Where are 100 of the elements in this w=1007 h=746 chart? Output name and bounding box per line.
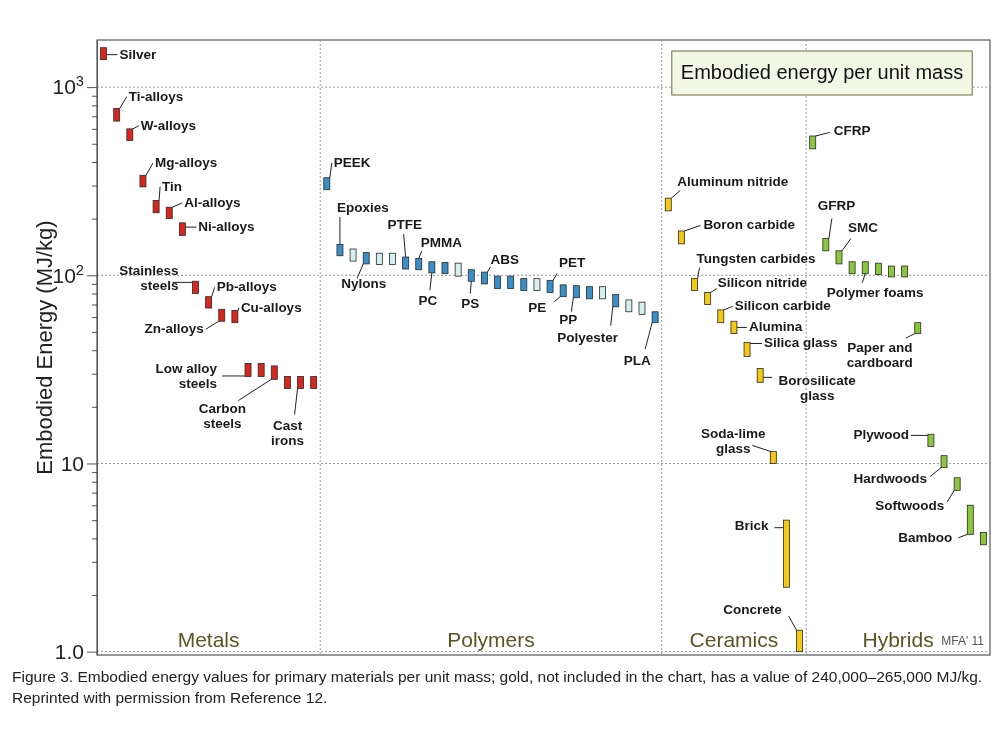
bar — [638, 301, 646, 315]
bar — [835, 250, 843, 265]
bar — [599, 286, 606, 300]
bar — [270, 365, 278, 380]
annotation: Boron carbide — [703, 217, 796, 233]
bar — [848, 261, 856, 275]
bar — [572, 285, 580, 299]
annotation: Metals — [177, 628, 240, 651]
bar — [507, 275, 515, 289]
annotation: Tin — [162, 178, 183, 194]
text: Embodied energy per unit mass — [680, 61, 964, 83]
bar — [796, 629, 803, 653]
annotation: MFA' 11 — [941, 634, 985, 648]
bar — [323, 177, 331, 191]
bar — [888, 265, 895, 278]
bar — [428, 261, 436, 274]
annotation: Soda-lime glass — [701, 426, 767, 457]
bar — [691, 278, 698, 291]
bar — [677, 230, 685, 245]
annotation: PC — [418, 293, 438, 309]
annotation: Silica glass — [764, 335, 838, 351]
bar — [481, 271, 488, 285]
annotation: Polymer foams — [826, 284, 924, 300]
annotation: Ni-alloys — [198, 219, 255, 235]
annotation: SMC — [847, 220, 879, 236]
annotation: Pb-alloys — [216, 279, 277, 295]
bar — [362, 252, 370, 265]
bar — [756, 368, 764, 383]
bar — [467, 269, 475, 282]
bar — [178, 222, 186, 236]
bar — [861, 261, 869, 275]
bar — [927, 433, 935, 447]
annotation: PTFE — [387, 217, 423, 233]
annotation: Paper and cardboard — [846, 340, 913, 371]
annotation: Plywood — [853, 427, 909, 443]
annotation: Carbon steels — [198, 400, 246, 431]
annotation: Al-alloys — [184, 194, 241, 210]
bar — [717, 309, 725, 324]
annotation: Cast irons — [271, 417, 305, 448]
bar — [113, 108, 121, 122]
bar — [192, 280, 199, 294]
annotation: Silicon nitride — [717, 275, 808, 291]
bar — [205, 296, 213, 309]
y-tick-label: 1.0 — [54, 639, 84, 663]
bar — [100, 47, 107, 61]
bar — [126, 128, 134, 141]
bar — [966, 504, 974, 535]
annotation: PE — [528, 299, 547, 315]
bar — [349, 248, 357, 262]
bar — [651, 311, 659, 324]
y-tick-label: 10 — [60, 451, 84, 475]
annotation: Concrete — [723, 601, 783, 617]
bar — [336, 243, 344, 257]
annotation: Mg-alloys — [154, 155, 218, 171]
bar — [612, 294, 620, 308]
annotation: PS — [461, 295, 480, 311]
annotation: CFRP — [833, 123, 871, 139]
bar — [625, 299, 633, 313]
bar — [664, 197, 672, 212]
bar — [494, 275, 501, 289]
caption: Figure 3. Embodied energy values for primary materials per unit mass; gold, not included in the chart, has a value of 240,000–265,000 MJ/kg. Reprinted with permission from Reference 12. — [12, 667, 984, 708]
annotation: PLA — [623, 353, 651, 369]
bar — [520, 278, 528, 291]
bar — [454, 262, 462, 277]
annotation: Polyester — [557, 329, 619, 345]
annotation: Silicon carbide — [734, 298, 832, 314]
bar — [743, 342, 751, 357]
bar — [914, 322, 922, 334]
bar — [139, 174, 147, 188]
annotation: Hardwoods — [853, 470, 928, 486]
annotation: Zn-alloys — [144, 321, 204, 337]
annotation: Borosilicate glass — [778, 373, 857, 404]
annotation: W-alloys — [140, 117, 197, 133]
annotation: ABS — [490, 252, 519, 268]
bar — [953, 477, 961, 491]
bar — [533, 278, 541, 291]
bar — [980, 532, 987, 546]
bar — [152, 200, 160, 214]
bar — [165, 206, 173, 220]
bar — [730, 320, 738, 334]
annotation: Polymers — [447, 628, 535, 651]
bar — [218, 308, 226, 322]
annotation: Low alloy steels — [155, 360, 218, 391]
bar — [244, 363, 252, 377]
annotation: Cu-alloys — [240, 299, 302, 315]
bar — [783, 519, 790, 588]
bar — [375, 252, 383, 265]
bar — [231, 310, 239, 324]
annotation: PMMA — [420, 235, 463, 251]
y-tick-label: 10$^{3}$ — [52, 73, 84, 99]
bar — [940, 455, 948, 469]
bar — [559, 284, 567, 298]
annotation: Tungsten carbides — [696, 250, 816, 266]
annotation: Epoxies — [336, 200, 389, 216]
bar — [415, 257, 423, 271]
annotation: Aluminum nitride — [677, 173, 789, 189]
annotation: PEEK — [333, 154, 371, 170]
annotation: Brick — [734, 517, 769, 533]
annotation: Alumina — [748, 319, 803, 335]
bar — [257, 363, 265, 377]
